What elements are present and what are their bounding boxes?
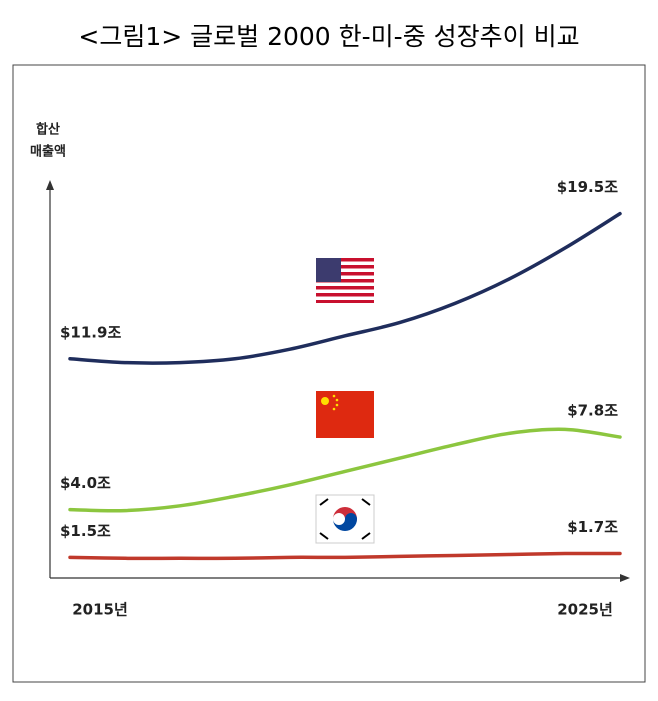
data-label: $19.5조	[557, 178, 618, 196]
data-label: $11.9조	[60, 323, 121, 341]
data-label: $7.8조	[567, 402, 618, 420]
chart-title: <그림1> 글로벌 2000 한-미-중 성장추이 비교	[78, 22, 579, 51]
line	[68, 551, 622, 561]
line	[68, 211, 622, 365]
flag-korea	[315, 494, 375, 544]
line	[68, 427, 622, 513]
y-label: 매출액	[30, 144, 66, 160]
data-label: $1.5조	[60, 522, 111, 540]
data-label: $1.7조	[567, 518, 618, 536]
axes	[46, 180, 630, 582]
flag-china	[316, 391, 374, 438]
data-label: $4.0조	[60, 474, 111, 492]
x-tick-label: 2015년	[72, 601, 128, 619]
frame	[12, 64, 646, 683]
y-label: 합산	[36, 122, 60, 138]
x-tick-label: 2025년	[557, 601, 613, 619]
flag-usa	[316, 258, 374, 303]
